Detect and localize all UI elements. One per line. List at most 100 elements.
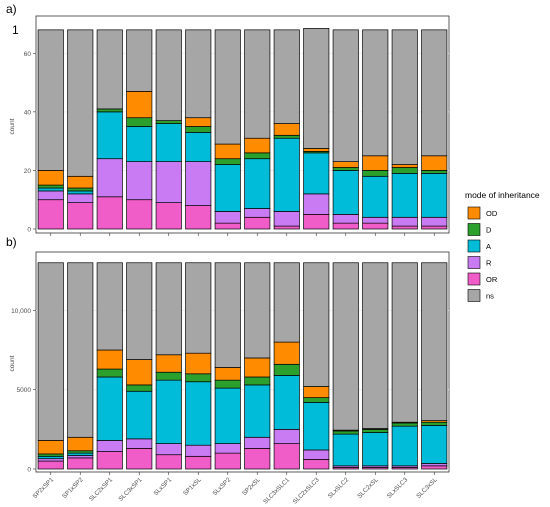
bar-segment-r bbox=[155, 443, 182, 456]
x-tick-label: SP1xSL bbox=[182, 476, 203, 497]
y-tick-label: 40 bbox=[24, 109, 32, 116]
bar-segment-a bbox=[214, 387, 241, 444]
x-tick-label: SLxSLC2 bbox=[327, 476, 351, 500]
bar-segment-od bbox=[67, 175, 94, 189]
y-axis-label: count bbox=[9, 355, 16, 371]
bar-segment-or bbox=[155, 454, 182, 470]
bar-segment-od bbox=[273, 123, 300, 136]
y-axis-label: count bbox=[9, 118, 16, 134]
bar-segment-r bbox=[421, 216, 448, 227]
bar-segment-ns bbox=[332, 262, 359, 431]
bar-segment-od bbox=[421, 155, 448, 171]
bar-segment-ns bbox=[185, 29, 212, 119]
legend-swatch-a bbox=[467, 239, 481, 253]
bar-segment-or bbox=[421, 225, 448, 230]
bar-segment-ns bbox=[391, 262, 418, 423]
bar-segment-ns bbox=[391, 29, 418, 165]
bar-segment-ns bbox=[244, 29, 271, 139]
bar-segment-d bbox=[273, 134, 300, 139]
bar-segment-a bbox=[332, 170, 359, 215]
bar-segment-d bbox=[126, 117, 153, 127]
bar-segment-ns bbox=[96, 262, 123, 351]
bar-segment-a bbox=[185, 132, 212, 162]
bar-segment-od bbox=[273, 341, 300, 365]
panel-letter-a: a) bbox=[6, 2, 17, 16]
bar-segment-a bbox=[155, 379, 182, 444]
bar-segment-d bbox=[185, 373, 212, 383]
bar-segment-d bbox=[362, 170, 389, 177]
legend-label-d: D bbox=[486, 226, 492, 235]
bar-segment-r bbox=[303, 449, 330, 460]
bar-segment-or bbox=[214, 452, 241, 470]
bar-segment-or bbox=[37, 460, 64, 470]
y-tick-label: 0 bbox=[27, 227, 31, 234]
bar-segment-d bbox=[214, 158, 241, 165]
bar-segment-ns bbox=[96, 29, 123, 110]
bar-segment-od bbox=[155, 354, 182, 373]
legend-swatch-d bbox=[467, 223, 481, 236]
x-tick-label: SLxSLC3 bbox=[386, 476, 410, 500]
x-tick-label: SLC3xSP1 bbox=[117, 476, 144, 503]
y-tick-label: 0 bbox=[27, 467, 31, 474]
bar-segment-ns bbox=[362, 262, 389, 429]
bar-segment-a bbox=[244, 384, 271, 438]
bar-segment-d bbox=[67, 450, 94, 454]
x-tick-label: SLxSP2 bbox=[211, 476, 232, 497]
bar-segment-r bbox=[362, 216, 389, 224]
bar-segment-or bbox=[303, 214, 330, 230]
bar-segment-r bbox=[421, 463, 448, 467]
bar-segment-d bbox=[362, 428, 389, 433]
bar-segment-ns bbox=[421, 29, 448, 157]
bar-segment-a bbox=[185, 381, 212, 446]
legend-label-od: OD bbox=[486, 209, 498, 218]
bar-segment-od bbox=[214, 143, 241, 160]
x-tick-label: SLC3xSLC1 bbox=[262, 476, 291, 505]
legend-swatch-or bbox=[467, 272, 481, 286]
bar-segment-od bbox=[362, 155, 389, 171]
bar-segment-or bbox=[244, 216, 271, 230]
bar-segment-od bbox=[96, 349, 123, 370]
legend-label-ns: ns bbox=[486, 292, 494, 301]
bar-segment-or bbox=[96, 196, 123, 230]
bar-segment-a bbox=[214, 164, 241, 212]
bar-segment-od bbox=[303, 386, 330, 398]
bar-segment-a bbox=[421, 173, 448, 218]
bar-segment-r bbox=[155, 161, 182, 203]
bar-segment-od bbox=[244, 137, 271, 154]
bar-segment-a bbox=[332, 433, 359, 467]
legend-label-r: R bbox=[486, 259, 492, 268]
legend-swatch-r bbox=[467, 256, 481, 269]
legend: mode of inheritance OD DAR OR ns bbox=[465, 190, 540, 302]
bar-segment-d bbox=[421, 170, 448, 174]
bar-segment-or bbox=[362, 222, 389, 230]
bar-segment-ns bbox=[37, 29, 64, 171]
bar-segment-d bbox=[303, 397, 330, 403]
bar-segment-od bbox=[185, 352, 212, 375]
bar-segment-a bbox=[362, 175, 389, 218]
bar-segment-a bbox=[362, 432, 389, 467]
bar-segment-ns bbox=[126, 29, 153, 92]
bar-segment-ns bbox=[37, 262, 64, 441]
legend-swatch-ns bbox=[467, 289, 481, 302]
bar-segment-d bbox=[421, 421, 448, 426]
bar-segment-a bbox=[96, 111, 123, 160]
bar-segment-od bbox=[37, 440, 64, 455]
bar-segment-od bbox=[214, 367, 241, 381]
x-tick-label: SLC3xSL bbox=[415, 476, 439, 500]
bar-segment-a bbox=[244, 158, 271, 209]
x-tick-label: SLC2xSLC3 bbox=[292, 476, 321, 505]
bar-segment-or bbox=[96, 451, 123, 470]
bar-segment-r bbox=[214, 443, 241, 454]
bar-segment-d bbox=[96, 108, 123, 113]
bar-segment-d bbox=[391, 167, 418, 174]
bar-segment-or bbox=[37, 199, 64, 230]
bar-segment-d bbox=[332, 430, 359, 435]
bar-segment-ns bbox=[273, 262, 300, 343]
bar-segment-r bbox=[37, 458, 64, 462]
y-tick-label: 20 bbox=[24, 168, 32, 175]
bar-segment-a bbox=[37, 455, 64, 460]
panel-a: 0 20 40 60 count bbox=[9, 15, 450, 236]
bar-segment-ns bbox=[273, 29, 300, 124]
bar-segment-od bbox=[332, 161, 359, 168]
bar-segment-or bbox=[155, 202, 182, 230]
